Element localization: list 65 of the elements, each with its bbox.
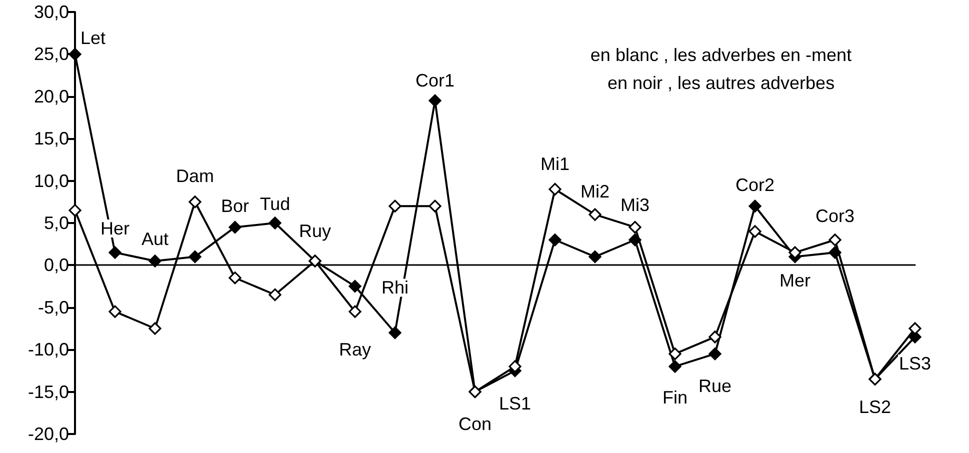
point <box>748 200 762 212</box>
point <box>228 272 242 284</box>
point <box>268 288 282 302</box>
point <box>628 220 642 234</box>
y-tick-label: -20,0 <box>28 424 69 444</box>
x-tick-label: Mi2 <box>580 182 610 202</box>
y-tick-label: 5,0 <box>44 213 69 233</box>
point <box>668 360 682 373</box>
x-tick-label: Cor2 <box>735 175 775 196</box>
point <box>68 204 82 217</box>
x-tick-label: Con <box>458 414 492 434</box>
point <box>188 196 202 208</box>
point <box>108 246 122 259</box>
x-tick-label: Cor3 <box>815 206 855 226</box>
y-tick-label: 30,0 <box>34 2 69 22</box>
point <box>348 305 362 318</box>
point <box>548 234 562 246</box>
point <box>428 94 442 107</box>
x-tick-label: LS1 <box>498 393 532 414</box>
y-tick-label: 20,0 <box>34 86 69 106</box>
x-tick-label: Rue <box>698 376 732 396</box>
point <box>188 250 202 264</box>
y-tick-label: -10,0 <box>28 340 69 360</box>
x-tick-label: Dam <box>176 166 214 186</box>
annotation: en noir , les autres adverbes <box>607 73 835 93</box>
x-tick-label: Her <box>100 218 130 239</box>
point <box>428 200 442 212</box>
point <box>108 305 122 318</box>
point <box>828 234 842 246</box>
point <box>148 254 162 268</box>
point <box>708 330 722 344</box>
x-tick-label: Tud <box>260 194 290 214</box>
x-tick-label: Mi1 <box>540 154 570 174</box>
annotation: en blanc , les adverbes en -ment <box>590 45 852 65</box>
y-tick-label: 10,0 <box>34 170 69 191</box>
point <box>228 220 242 234</box>
point <box>588 208 602 221</box>
point <box>148 322 162 335</box>
x-tick-label: Fin <box>662 387 688 408</box>
point <box>548 182 562 196</box>
x-tick-label: Let <box>80 28 106 48</box>
x-tick-label: Rhi <box>381 278 409 298</box>
x-tick-label: Ray <box>338 340 372 360</box>
y-tick-label: 25,0 <box>34 44 69 64</box>
y-tick-label: -5,0 <box>38 297 69 318</box>
x-tick-label: Bor <box>220 196 250 216</box>
point <box>388 326 402 340</box>
point <box>588 250 602 264</box>
point <box>628 234 642 246</box>
y-tick-label: 15,0 <box>34 128 69 149</box>
x-tick-label: Cor1 <box>415 70 455 91</box>
point <box>348 280 362 293</box>
point <box>668 348 682 360</box>
point <box>268 216 282 230</box>
x-tick-label: LS3 <box>898 354 932 374</box>
x-tick-label: Mer <box>780 270 811 291</box>
point <box>748 225 762 238</box>
x-tick-label: LS2 <box>858 397 892 418</box>
x-tick-label: Ruy <box>298 220 332 241</box>
y-tick-label: -15,0 <box>28 382 69 402</box>
x-tick-label: Aut <box>141 228 169 249</box>
x-tick-label: Mi3 <box>620 195 650 216</box>
point <box>388 200 402 212</box>
y-tick-label: 0,0 <box>44 255 69 276</box>
point <box>708 348 722 360</box>
